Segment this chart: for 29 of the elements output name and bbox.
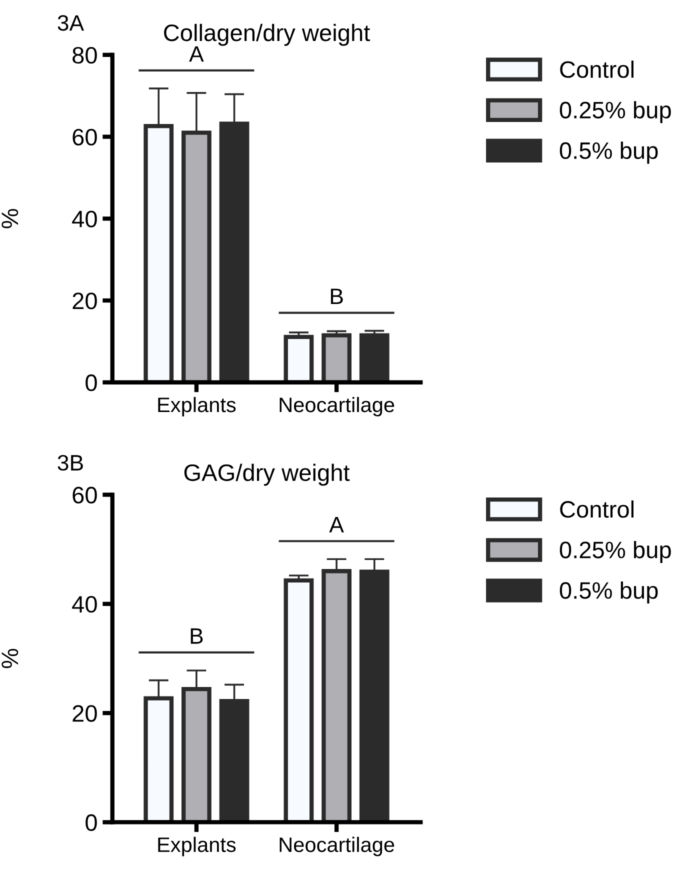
legend-label: 0.25% bup bbox=[560, 540, 671, 563]
x-tick-label: Explants bbox=[158, 836, 236, 856]
y-tick-label: 40 bbox=[72, 210, 97, 228]
legend-label: 0.25% bup bbox=[560, 101, 671, 124]
chart-title: Collagen/dry weight bbox=[164, 24, 370, 46]
x-tick-label: Explants bbox=[158, 396, 236, 416]
y-tick-label: 0 bbox=[86, 374, 97, 392]
y-axis-title: % bbox=[2, 208, 18, 228]
y-tick-label: 60 bbox=[72, 128, 97, 146]
y-tick-label: 60 bbox=[72, 486, 97, 504]
legend-label: Control bbox=[560, 500, 634, 518]
y-tick-label: 20 bbox=[72, 705, 97, 722]
x-tick-label: Neocartilage bbox=[280, 836, 394, 856]
legend-label: 0.5% bup bbox=[560, 142, 658, 164]
annotation: B bbox=[190, 628, 203, 644]
y-tick-label: 80 bbox=[72, 46, 97, 64]
y-tick-label: 40 bbox=[72, 596, 97, 613]
text: 3B bbox=[58, 454, 83, 471]
annotation: A bbox=[329, 517, 344, 532]
annotation: B bbox=[330, 288, 343, 304]
y-axis-title: % bbox=[2, 648, 18, 668]
chart-title: GAG/dry weight bbox=[184, 464, 350, 486]
legend-label: 0.5% bup bbox=[560, 582, 658, 604]
y-tick-label: 0 bbox=[86, 814, 97, 832]
legend-label: Control bbox=[560, 60, 634, 78]
annotation: A bbox=[189, 46, 204, 62]
y-tick-label: 20 bbox=[72, 292, 97, 310]
x-tick-label: Neocartilage bbox=[280, 396, 394, 416]
text: 3A bbox=[58, 15, 84, 31]
